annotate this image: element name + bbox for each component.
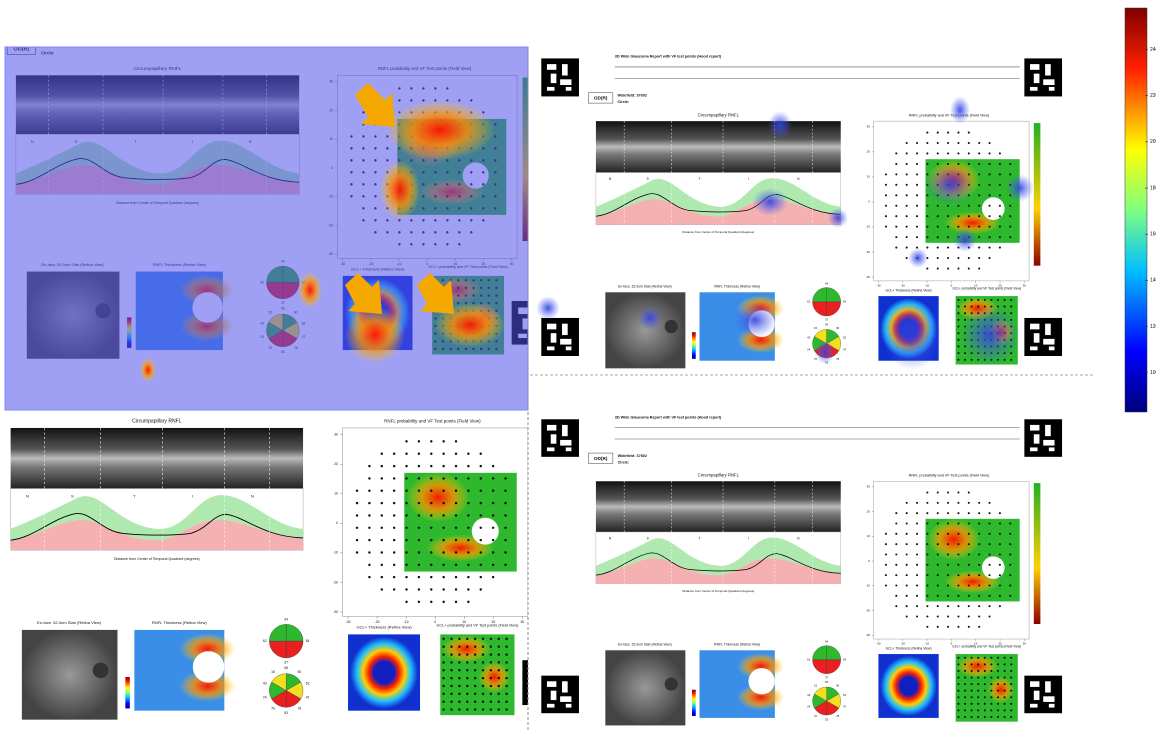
- colorbar-tick-label: 160: [1150, 232, 1156, 238]
- colorbar-tick-label: 120: [1150, 324, 1156, 330]
- colorbar-ramp: [1125, 8, 1147, 412]
- attention-overlay: [0, 0, 1156, 732]
- colorbar: 240 220 200 180 160 140 120 100: [1115, 0, 1156, 420]
- colorbar-tick-label: 200: [1150, 139, 1156, 145]
- colorbar-tick-label: 240: [1150, 47, 1156, 53]
- colorbar-tick-label: 180: [1150, 185, 1156, 191]
- colorbar-tick-label: 220: [1150, 93, 1156, 99]
- colorbar-tick-label: 100: [1150, 370, 1156, 376]
- page-body: 3D Wide Glaucoma Report with VF test poi…: [0, 0, 1156, 732]
- page: Glaucoma report attention overlay { "rep…: [0, 0, 1156, 732]
- colorbar-tick-label: 140: [1150, 278, 1156, 284]
